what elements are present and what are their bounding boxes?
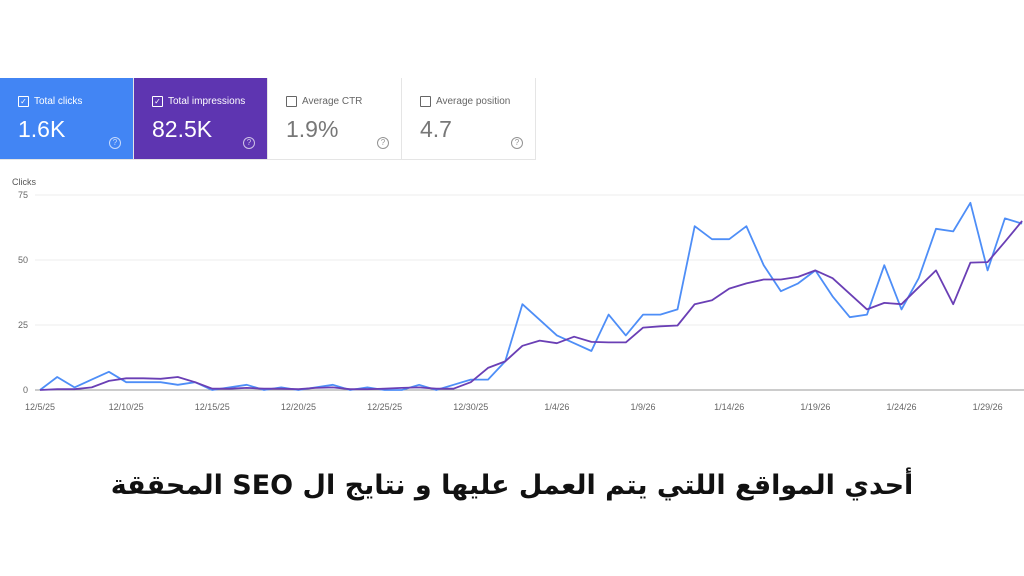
- checkbox-unchecked-icon[interactable]: [286, 96, 297, 107]
- x-tick-label: 12/5/25: [25, 402, 55, 412]
- y-tick-label: 0: [23, 385, 28, 395]
- checkbox-checked-icon[interactable]: ✓: [152, 96, 163, 107]
- checkbox-checked-icon[interactable]: ✓: [18, 96, 29, 107]
- series-line-total-clicks: [39, 201, 1023, 391]
- metric-value: 1.9%: [286, 116, 339, 142]
- x-tick-label: 12/10/25: [109, 402, 144, 412]
- metric-card-total-clicks[interactable]: ✓ Total clicks 1.6K ?: [0, 78, 134, 160]
- x-tick-label: 12/20/25: [281, 402, 316, 412]
- checkbox-unchecked-icon[interactable]: [420, 96, 431, 107]
- metric-value: 1.6K: [18, 116, 66, 142]
- x-tick-label: 1/29/26: [973, 402, 1003, 412]
- metric-value: 4.7: [420, 116, 452, 142]
- x-tick-label: 12/30/25: [453, 402, 488, 412]
- help-icon[interactable]: ?: [511, 137, 523, 149]
- series-line-total-impressions: [39, 220, 1023, 391]
- metric-label: Total impressions: [168, 96, 246, 107]
- performance-chart: Clicks 0 25 50 75 12/5/25 12/10/25 12/15/25 12/2…: [12, 177, 1024, 412]
- help-icon[interactable]: ?: [109, 137, 121, 149]
- y-tick-label: 75: [18, 190, 28, 200]
- metric-cards: ✓ Total clicks 1.6K ? ✓ Total impressions …: [0, 78, 536, 160]
- x-tick-label: 1/14/26: [714, 402, 744, 412]
- y-axis-label: Clicks: [12, 177, 36, 187]
- help-icon[interactable]: ?: [377, 137, 389, 149]
- metric-value: 82.5K: [152, 116, 213, 142]
- metric-card-average-ctr[interactable]: Average CTR 1.9% ?: [268, 78, 402, 160]
- metric-label: Average position: [436, 96, 511, 107]
- x-tick-label: 1/9/26: [631, 402, 656, 412]
- help-icon[interactable]: ?: [243, 137, 255, 149]
- x-tick-label: 12/15/25: [195, 402, 230, 412]
- metric-card-average-position[interactable]: Average position 4.7 ?: [402, 78, 536, 160]
- x-tick-label: 12/25/25: [367, 402, 402, 412]
- metric-card-total-impressions[interactable]: ✓ Total impressions 82.5K ?: [134, 78, 268, 160]
- x-tick-label: 1/4/26: [544, 402, 569, 412]
- x-tick-label: 1/24/26: [886, 402, 916, 412]
- y-tick-label: 50: [18, 255, 28, 265]
- y-tick-label: 25: [18, 320, 28, 330]
- metric-label: Total clicks: [34, 96, 83, 107]
- metric-label: Average CTR: [302, 96, 363, 107]
- x-tick-label: 1/19/26: [800, 402, 830, 412]
- caption: أحدي المواقع اللتي يتم العمل عليها و نتا…: [110, 470, 914, 501]
